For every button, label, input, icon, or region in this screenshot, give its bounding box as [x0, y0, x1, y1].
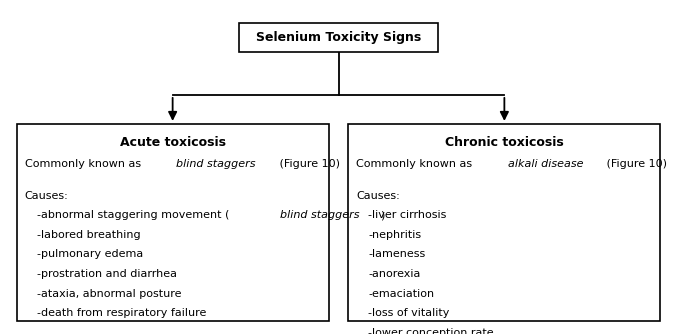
Text: -liver cirrhosis: -liver cirrhosis [368, 210, 447, 220]
Text: Causes:: Causes: [24, 191, 68, 201]
Text: -labored breathing: -labored breathing [37, 230, 140, 240]
Text: -anorexia: -anorexia [368, 269, 420, 279]
Text: -loss of vitality: -loss of vitality [368, 308, 450, 318]
Text: -ataxia, abnormal posture: -ataxia, abnormal posture [37, 289, 181, 299]
FancyBboxPatch shape [239, 23, 438, 52]
Text: -nephritis: -nephritis [368, 230, 422, 240]
Text: -prostration and diarrhea: -prostration and diarrhea [37, 269, 177, 279]
Text: Commonly known as: Commonly known as [356, 159, 476, 169]
Text: -lower conception rate: -lower conception rate [368, 328, 494, 334]
Text: Acute toxicosis: Acute toxicosis [120, 136, 225, 149]
Text: Chronic toxicosis: Chronic toxicosis [445, 136, 564, 149]
Text: blind staggers: blind staggers [280, 210, 359, 220]
Text: Selenium Toxicity Signs: Selenium Toxicity Signs [256, 31, 421, 44]
FancyBboxPatch shape [349, 125, 660, 321]
Text: blind staggers: blind staggers [176, 159, 255, 169]
Text: -pulmonary edema: -pulmonary edema [37, 249, 143, 260]
Text: -lameness: -lameness [368, 249, 426, 260]
Text: (Figure 10): (Figure 10) [276, 159, 341, 169]
FancyBboxPatch shape [17, 125, 328, 321]
Text: Causes:: Causes: [356, 191, 400, 201]
Text: alkali disease: alkali disease [508, 159, 583, 169]
Text: -abnormal staggering movement (: -abnormal staggering movement ( [37, 210, 229, 220]
Text: ): ) [380, 210, 385, 220]
Text: -death from respiratory failure: -death from respiratory failure [37, 308, 206, 318]
Text: (Figure 10): (Figure 10) [603, 159, 667, 169]
Text: -emaciation: -emaciation [368, 289, 435, 299]
Text: Commonly known as: Commonly known as [24, 159, 144, 169]
